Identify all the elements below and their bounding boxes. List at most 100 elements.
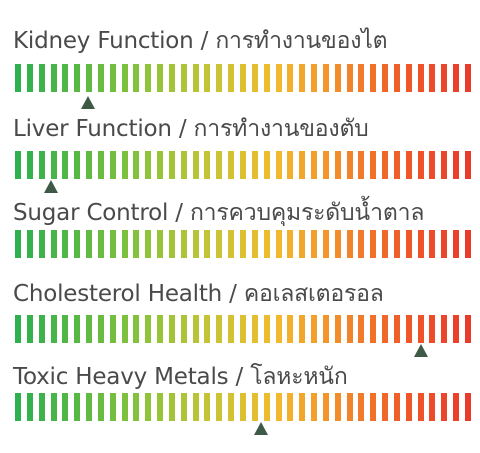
gauge-segment (251, 230, 258, 258)
gauge-segment (157, 393, 164, 421)
gauge-segment (251, 151, 258, 179)
gauge-segment (121, 151, 128, 179)
gauge-segment (393, 393, 400, 421)
metric-title: Kidney Function / การทำงานของไต (13, 28, 388, 54)
gauge-segment (322, 230, 329, 258)
gauge-segment (358, 151, 365, 179)
gauge-segment (204, 230, 211, 258)
gauge-segment (346, 315, 353, 343)
gauge-segment (405, 315, 412, 343)
gauge-segment (311, 230, 318, 258)
metric-title: Sugar Control / การควบคุมระดับน้ำตาล (13, 200, 425, 226)
gauge-segment (109, 151, 116, 179)
gauge-segment (334, 315, 341, 343)
gauge-segment (228, 315, 235, 343)
gauge-segment (121, 393, 128, 421)
gauge-segment (465, 64, 471, 92)
gauge-bar (15, 230, 471, 258)
gauge-segment (382, 315, 389, 343)
gauge-segment (441, 393, 448, 421)
gauge-segment (97, 315, 104, 343)
gauge-segment (441, 230, 448, 258)
gauge-segment (346, 230, 353, 258)
gauge-segment (62, 151, 69, 179)
gauge-segment (74, 230, 81, 258)
gauge-segment (465, 230, 471, 258)
gauge-segment (86, 315, 93, 343)
gauge-segment (133, 64, 140, 92)
gauge-segment (275, 151, 282, 179)
gauge-segment (275, 315, 282, 343)
gauge-segment (393, 151, 400, 179)
gauge-segment (145, 393, 152, 421)
gauge-segment (168, 151, 175, 179)
gauge-segment (405, 64, 412, 92)
gauge-segment (441, 315, 448, 343)
gauge-segment (358, 230, 365, 258)
gauge-segment (322, 393, 329, 421)
gauge-segment (417, 230, 424, 258)
gauge-segment (228, 151, 235, 179)
gauge-segment (38, 315, 45, 343)
gauge-segment (62, 393, 69, 421)
gauge-segment (15, 64, 21, 92)
gauge-segment (393, 64, 400, 92)
gauge-segment (240, 151, 246, 179)
gauge-segment (86, 64, 93, 92)
gauge-segment (97, 151, 104, 179)
gauge-segment (157, 64, 164, 92)
gauge-segment (180, 64, 187, 92)
gauge-segment (417, 315, 424, 343)
gauge-segment (74, 64, 81, 92)
gauge-segment (38, 393, 45, 421)
gauge-segment (370, 151, 377, 179)
gauge-segment (358, 393, 365, 421)
gauge-segment (145, 230, 152, 258)
gauge-segment (15, 393, 21, 421)
gauge-segment (311, 315, 318, 343)
gauge-segment (216, 230, 223, 258)
gauge-segment (121, 64, 128, 92)
gauge-segment (50, 315, 57, 343)
gauge-segment (74, 151, 81, 179)
gauge-segment (192, 393, 199, 421)
gauge-segment (26, 315, 33, 343)
gauge-segment (334, 393, 341, 421)
gauge-bar (15, 393, 471, 421)
gauge-segment (240, 64, 246, 92)
gauge-segment (263, 393, 270, 421)
gauge-segment (216, 393, 223, 421)
gauge-marker-icon (413, 344, 428, 357)
gauge-segment (263, 315, 270, 343)
gauge-segment (216, 315, 223, 343)
gauge-segment (121, 230, 128, 258)
gauge-segment (109, 393, 116, 421)
gauge-segment (370, 230, 377, 258)
gauge-segment (157, 151, 164, 179)
gauge-segment (133, 393, 140, 421)
gauge-segment (133, 230, 140, 258)
gauge-segment (192, 151, 199, 179)
gauge-segment (263, 230, 270, 258)
gauge-segment (180, 393, 187, 421)
gauge-segment (287, 151, 294, 179)
gauge-segment (74, 315, 81, 343)
gauge-segment (74, 393, 81, 421)
gauge-segment (145, 315, 152, 343)
gauge-segment (240, 315, 246, 343)
gauge-segment (322, 151, 329, 179)
gauge-segment (216, 64, 223, 92)
gauge-segment (50, 393, 57, 421)
gauge-segment (168, 315, 175, 343)
gauge-segment (299, 230, 306, 258)
gauge-segment (38, 64, 45, 92)
gauge-segment (429, 151, 436, 179)
gauge-segment (417, 151, 424, 179)
gauge-segment (228, 393, 235, 421)
gauge-segment (204, 315, 211, 343)
gauge-segment (228, 230, 235, 258)
gauge-segment (204, 64, 211, 92)
gauge-segment (322, 64, 329, 92)
gauge-segment (405, 393, 412, 421)
